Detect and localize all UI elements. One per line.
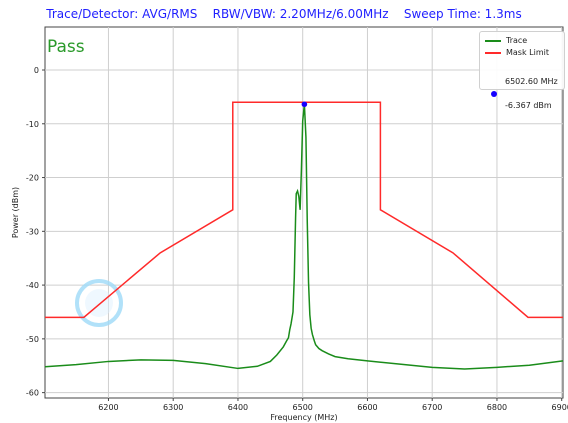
legend-item-trace: Trace [485,36,527,45]
marker-power: -6.367 dBm [505,101,552,110]
y-tick-label: -40 [26,281,39,290]
watermark-ring-icon [75,279,123,327]
x-tick-label: 6700 [422,403,442,412]
legend-item-mask: Mask Limit [485,48,549,57]
y-tick-label: 0 [34,66,39,75]
x-tick-label: 6800 [487,403,507,412]
trace-line [44,104,564,370]
marker-frequency: 6502.60 MHz [505,77,558,86]
x-tick-label: 6500 [293,403,313,412]
chart-legend: Trace Mask Limit 6502.60 MHz -6.367 dBm [479,31,565,110]
plot-area [44,26,564,399]
trace-legend-swatch [485,39,501,42]
y-tick-label: -60 [26,389,39,398]
legend-marker-text: 6502.60 MHz -6.367 dBm [505,62,558,126]
y-tick-label: -30 [26,227,39,236]
mask-legend-swatch [485,51,501,54]
chart-title: Trace/Detector: AVG/RMS RBW/VBW: 2.20MHz… [46,7,522,21]
legend-trace-label: Trace [506,36,528,45]
y-tick-label: -10 [26,120,39,129]
peak-marker [301,101,308,108]
y-axis-label: Power (dBm) [11,187,20,238]
x-tick-label: 6200 [98,403,118,412]
x-axis-label: Frequency (MHz) [270,413,337,422]
legend-item-marker: 6502.60 MHz -6.367 dBm [485,62,558,126]
y-tick-label: -50 [26,335,39,344]
x-tick-label: 6600 [357,403,377,412]
pass-status-label: Pass [47,37,85,57]
mask-limit-line [45,101,563,319]
x-tick-label: 6400 [228,403,248,412]
legend-mask-label: Mask Limit [506,48,549,57]
y-tick-label: -20 [26,174,39,183]
x-tick-label: 6300 [163,403,183,412]
marker-dot-icon [491,91,497,97]
